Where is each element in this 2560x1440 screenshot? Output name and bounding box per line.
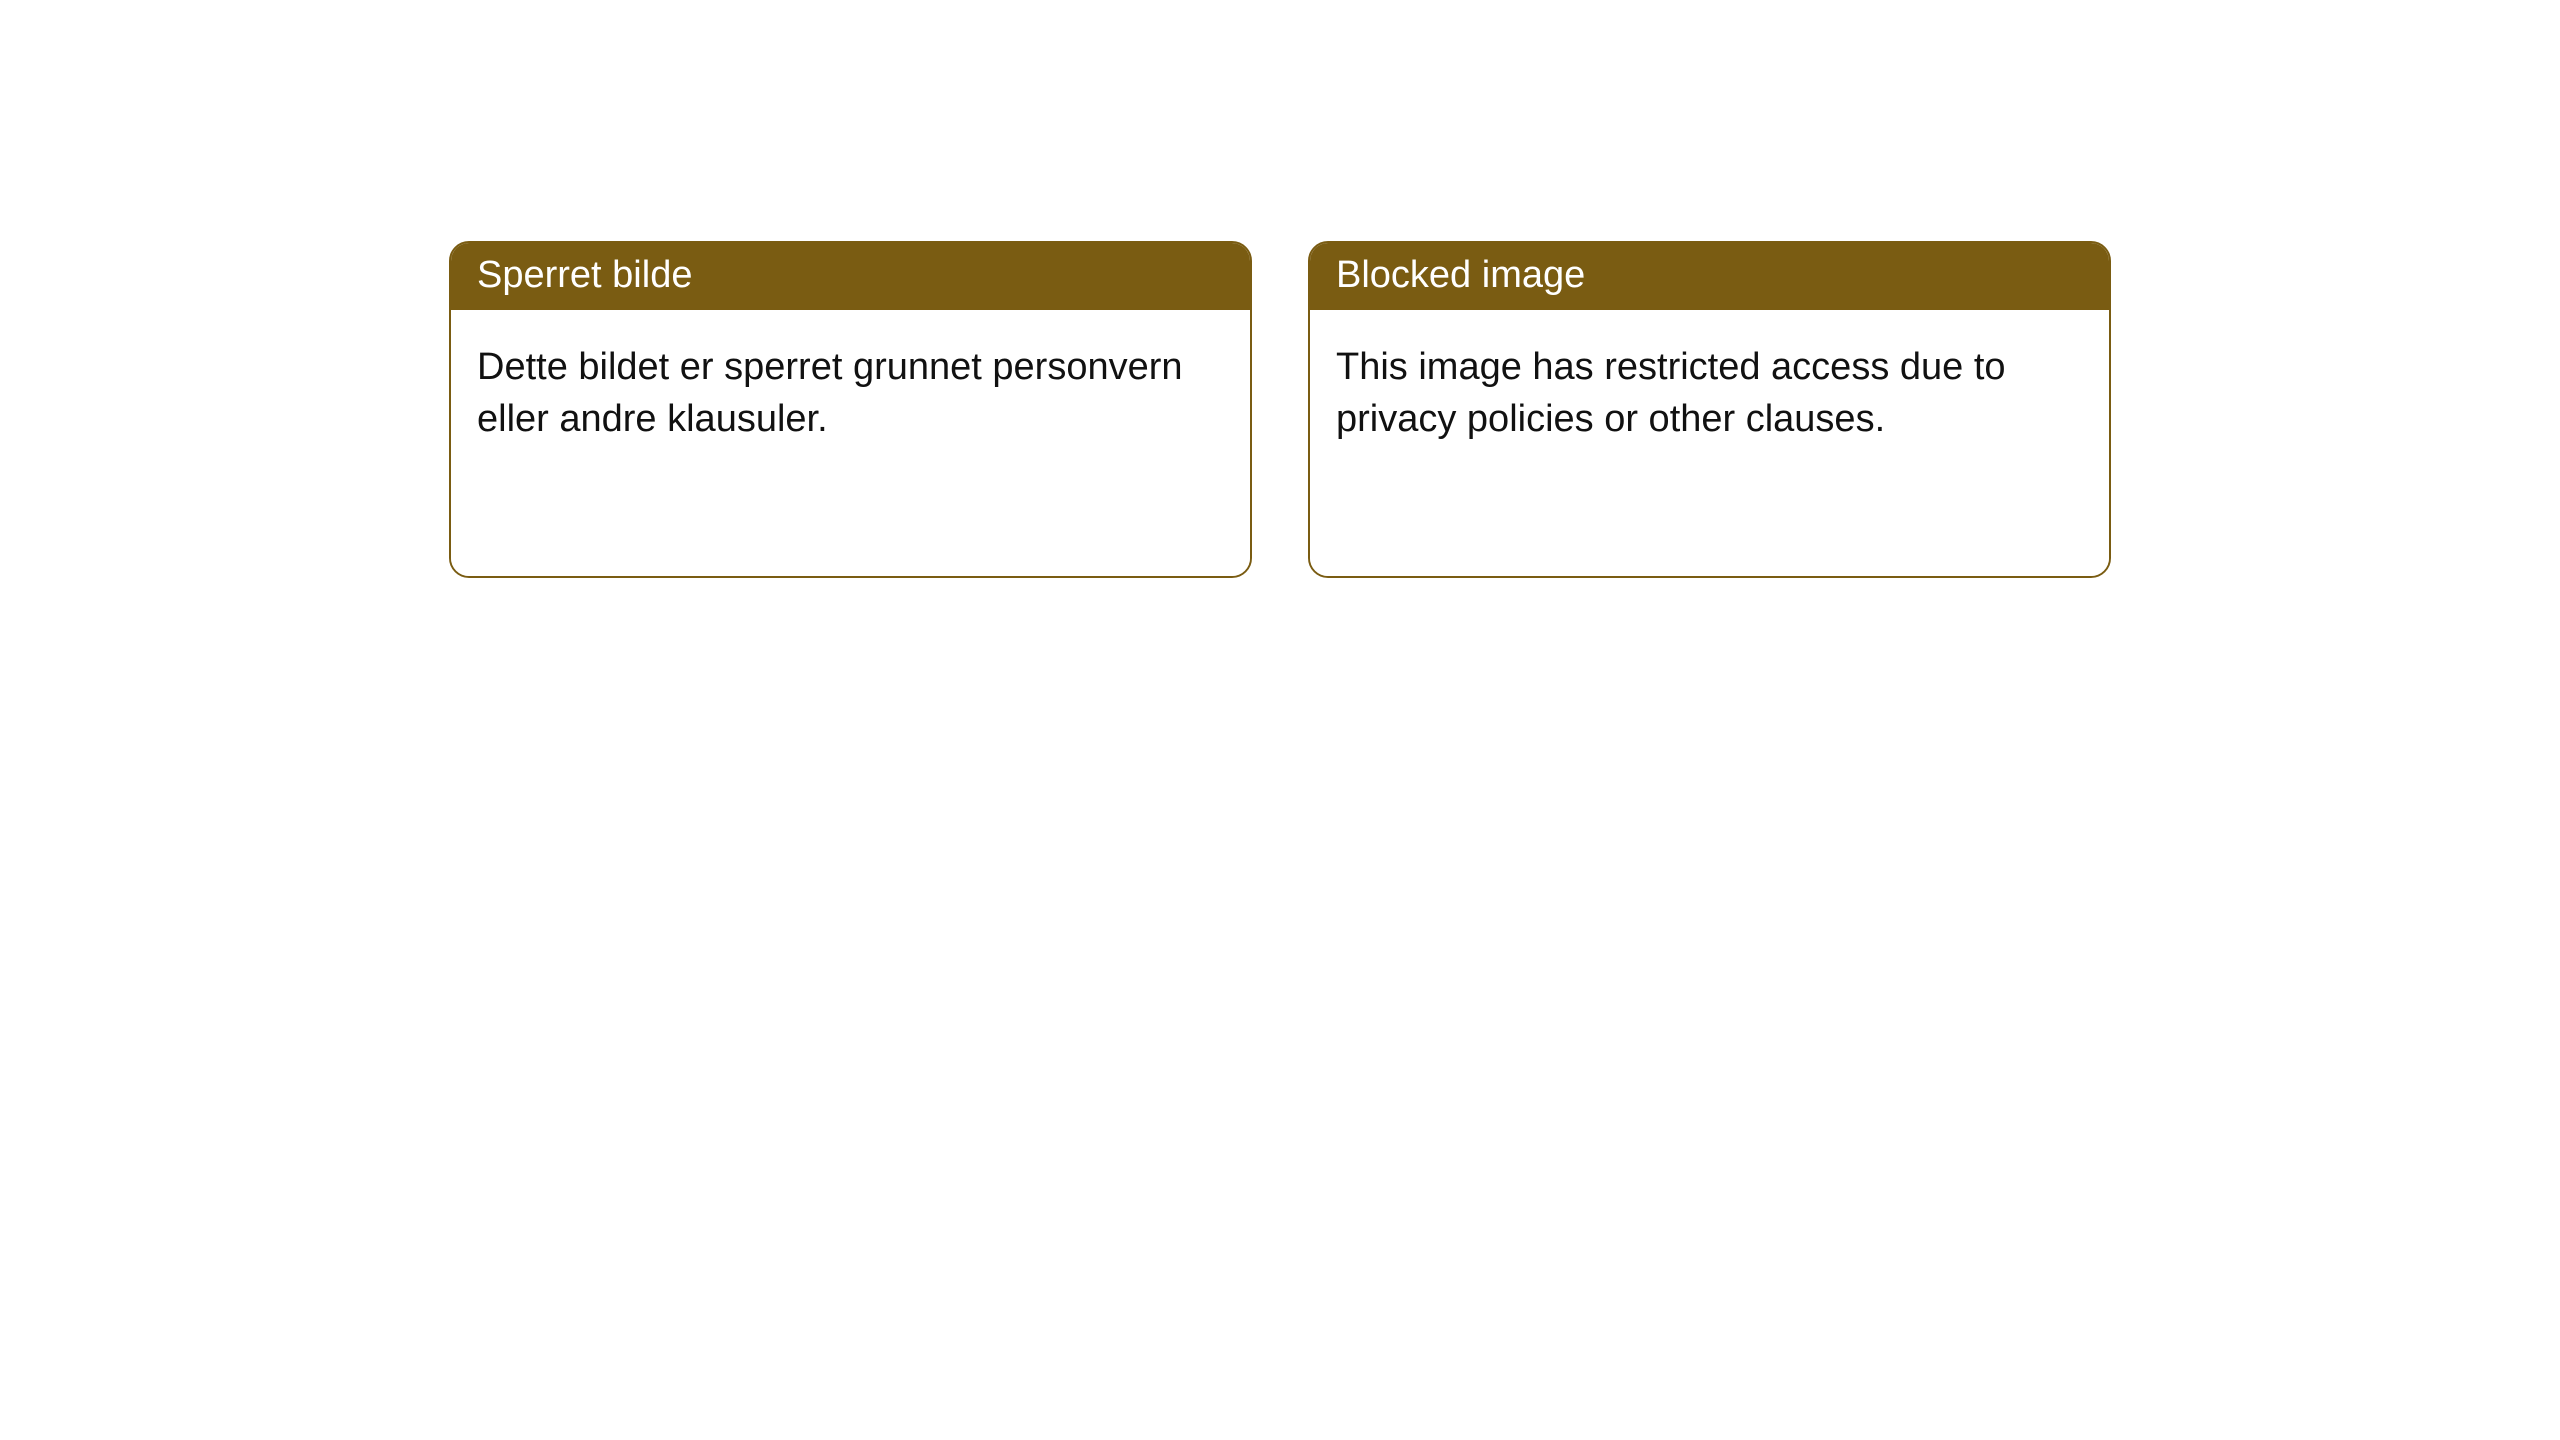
notice-card-en: Blocked image This image has restricted … — [1308, 241, 2111, 578]
notice-body-en: This image has restricted access due to … — [1310, 310, 2109, 576]
notice-title-en: Blocked image — [1310, 243, 2109, 310]
notice-title-no: Sperret bilde — [451, 243, 1250, 310]
notice-body-no: Dette bildet er sperret grunnet personve… — [451, 310, 1250, 576]
notice-card-no: Sperret bilde Dette bildet er sperret gr… — [449, 241, 1252, 578]
notice-container: Sperret bilde Dette bildet er sperret gr… — [0, 0, 2560, 578]
